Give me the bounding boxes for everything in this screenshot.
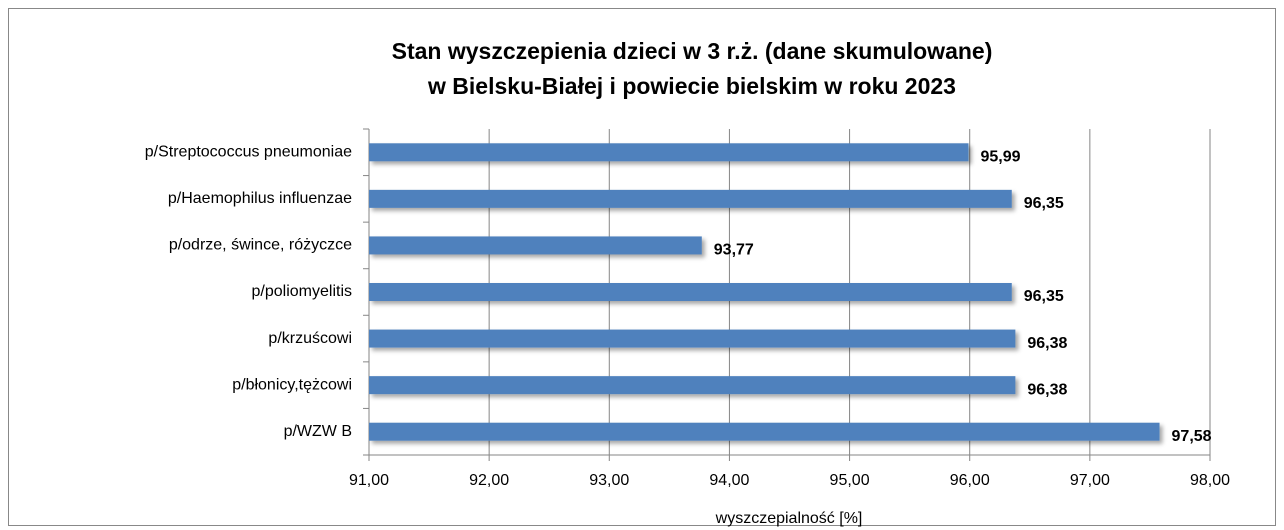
chart-title: w Bielsku-Białej i powiecie bielskim w r… xyxy=(427,73,956,99)
data-label: 93,77 xyxy=(714,242,754,259)
data-label: 96,35 xyxy=(1024,288,1064,305)
x-tick-label: 91,00 xyxy=(349,472,389,489)
data-label: 96,35 xyxy=(1024,195,1064,212)
x-tick-label: 93,00 xyxy=(589,472,629,489)
y-tick-label: p/błonicy,tężcowi xyxy=(232,376,352,393)
bar xyxy=(369,422,1160,441)
y-tick-label: p/krzuścowi xyxy=(268,330,352,347)
bar xyxy=(369,376,1016,395)
x-tick-label: 94,00 xyxy=(709,472,749,489)
y-tick-label: p/odrze, śwince, różyczce xyxy=(169,237,352,254)
bar xyxy=(369,329,1016,348)
x-tick-label: 96,00 xyxy=(950,472,990,489)
bar xyxy=(369,283,1012,301)
chart-title: Stan wyszczepienia dzieci w 3 r.ż. (dane… xyxy=(392,38,993,64)
y-tick-label: p/WZW B xyxy=(284,423,352,440)
x-tick-label: 97,00 xyxy=(1070,472,1110,489)
data-label: 96,38 xyxy=(1027,335,1067,352)
data-label: 95,99 xyxy=(981,149,1021,166)
y-tick-label: p/Streptococcus pneumoniae xyxy=(145,144,352,161)
bar xyxy=(369,143,969,162)
data-label: 96,38 xyxy=(1027,381,1067,398)
data-label: 97,58 xyxy=(1172,428,1212,445)
y-tick-label: p/Haemophilus influenzae xyxy=(168,190,352,207)
x-tick-label: 95,00 xyxy=(830,472,870,489)
x-tick-label: 92,00 xyxy=(469,472,509,489)
y-tick-label: p/poliomyelitis xyxy=(252,283,352,300)
x-axis-label: wyszczepialność [%] xyxy=(715,510,863,527)
x-tick-label: 98,00 xyxy=(1190,472,1230,489)
bar xyxy=(369,236,702,255)
bar xyxy=(369,189,1012,208)
